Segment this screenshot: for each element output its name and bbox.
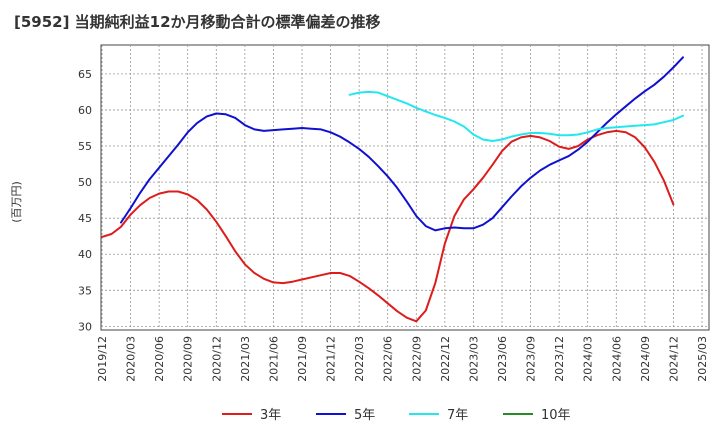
series-lines [101,56,684,323]
x-tick-label: 2025/03 [696,336,709,382]
x-tick-label: 2023/06 [496,336,509,382]
x-tick-label: 2022/06 [382,336,395,382]
legend-label-1: 3年 [260,408,281,423]
legend: 3年 5年 7年 10年 [222,408,571,423]
x-tick-label: 2023/03 [467,336,480,382]
x-tick-label: 2023/12 [553,336,566,382]
x-tick-label: 2019/12 [96,336,109,382]
x-tick-label: 2024/06 [610,336,623,382]
x-tick-label: 2020/12 [210,336,223,382]
y-tick-label: 30 [78,320,92,333]
x-tick-label: 2023/09 [525,336,538,382]
x-tick-label: 2022/09 [410,336,423,382]
y-tick-label: 35 [78,284,92,297]
x-tick-label: 2020/06 [153,336,166,382]
y-tick-label: 40 [78,248,92,261]
plot-area [100,44,710,331]
y-tick-label: 65 [78,68,92,81]
legend-label-4: 10年 [541,408,571,423]
x-tick-label: 2020/03 [125,336,138,382]
series-line-1 [101,129,675,323]
series-line-2 [120,56,684,232]
x-tick-label: 2022/03 [353,336,366,382]
x-tick-label: 2021/03 [239,336,252,382]
x-tick-label: 2021/12 [325,336,338,382]
x-tick-label: 2020/09 [182,336,195,382]
legend-label-2: 5年 [354,408,375,423]
y-axis-label: (百万円) [10,181,23,223]
x-tick-label: 2024/03 [582,336,595,382]
chart-title: [5952] 当期純利益12か月移動合計の標準偏差の推移 [14,13,381,31]
x-tick-label: 2024/12 [667,336,680,382]
y-tick-label: 45 [78,212,92,225]
y-axis-ticks: 30 35 40 45 50 55 60 65 [78,68,92,334]
series-line-3 [348,90,684,142]
x-axis-ticks: 2019/12 2020/03 2020/06 2020/09 2020/12 2021/… [96,336,709,382]
y-tick-label: 60 [78,104,92,117]
x-tick-label: 2024/09 [639,336,652,382]
x-tick-label: 2022/12 [439,336,452,382]
y-tick-label: 50 [78,176,92,189]
y-tick-label: 55 [78,140,92,153]
x-tick-label: 2021/06 [267,336,280,382]
x-tick-label: 2021/09 [296,336,309,382]
legend-label-3: 7年 [447,408,468,423]
